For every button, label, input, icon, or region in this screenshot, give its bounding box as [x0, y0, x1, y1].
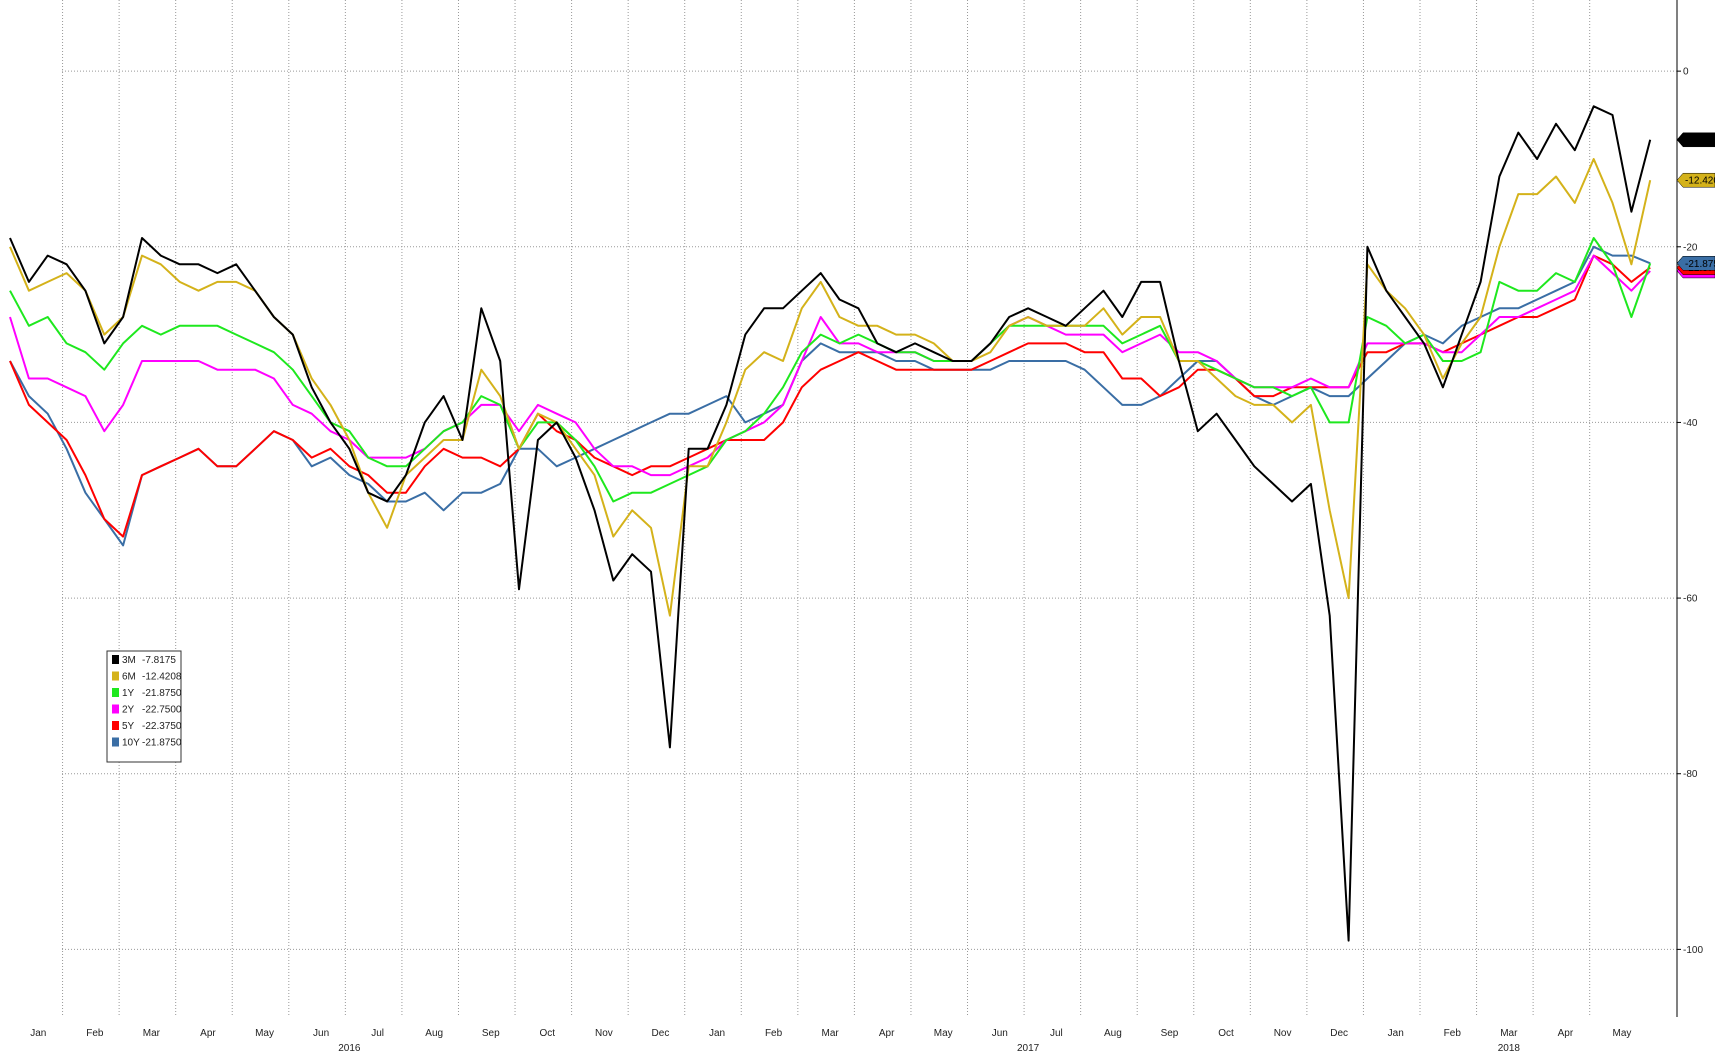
y-tick-label: -60 [1683, 594, 1698, 605]
x-tick-label: Jan [709, 1028, 725, 1039]
legend-value: -21.8750 [142, 738, 182, 749]
x-tick-label: Jul [1050, 1028, 1063, 1039]
series-line [9, 237, 1652, 503]
value-tag: -12.4208 [1676, 172, 1715, 188]
series-line [9, 158, 1652, 617]
value-tag-shape [1676, 132, 1715, 148]
legend-box [106, 650, 182, 763]
legend-value: -7.8175 [142, 655, 176, 666]
y-tick-label: 0 [1683, 67, 1689, 78]
y-tick-label: -20 [1683, 242, 1698, 253]
x-tick-label: Jan [1388, 1028, 1404, 1039]
x-tick-label: Mar [143, 1028, 161, 1039]
x-tick-label: Dec [652, 1028, 670, 1039]
x-tick-label: May [1613, 1028, 1632, 1039]
legend-name: 3M [122, 655, 136, 666]
legend-swatch [112, 655, 119, 664]
y-tick-label: -80 [1683, 769, 1698, 780]
x-tick-label: Nov [595, 1028, 613, 1039]
legend-swatch [112, 688, 119, 697]
legend-name: 10Y [122, 738, 140, 749]
legend-swatch [112, 671, 119, 681]
x-tick-label: Mar [1500, 1028, 1518, 1039]
legend-swatch [112, 737, 119, 747]
series-line [9, 105, 1652, 942]
x-tick-label: Dec [1330, 1028, 1348, 1039]
legend-swatch [112, 704, 119, 714]
x-tick-label: May [934, 1028, 953, 1039]
legend-name: 2Y [122, 705, 135, 716]
x-tick-label: Mar [822, 1028, 840, 1039]
legend-name: 1Y [122, 688, 135, 699]
year-label: 2018 [1498, 1043, 1521, 1054]
legend-value: -22.7500 [142, 705, 182, 716]
year-label: 2016 [338, 1043, 361, 1054]
x-tick-label: Feb [86, 1028, 104, 1039]
x-tick-label: Jul [371, 1028, 384, 1039]
x-tick-label: Apr [1558, 1028, 1574, 1039]
x-tick-label: Nov [1274, 1028, 1292, 1039]
x-tick-label: Oct [1218, 1028, 1234, 1039]
value-tag: -21.8750 [1676, 256, 1715, 271]
y-tick-label: -40 [1683, 418, 1698, 429]
value-tag-label: -21.8750 [1685, 259, 1715, 270]
x-tick-label: Jan [30, 1028, 46, 1039]
x-tick-label: Apr [200, 1028, 216, 1039]
x-tick-label: May [255, 1028, 274, 1039]
x-tick-label: Aug [425, 1028, 443, 1039]
x-tick-label: Jun [992, 1028, 1008, 1039]
value-tag: -7.8175 [1676, 132, 1715, 148]
x-tick-label: Jun [313, 1028, 329, 1039]
value-tag-shape [1676, 256, 1715, 271]
value-tag-label: -12.4208 [1685, 176, 1715, 187]
x-tick-label: Sep [1161, 1028, 1179, 1039]
legend-value: -12.4208 [142, 672, 182, 683]
legend-value: -21.8750 [142, 688, 182, 699]
x-tick-label: Aug [1104, 1028, 1122, 1039]
year-label: 2017 [1017, 1043, 1040, 1054]
series-line [9, 254, 1651, 538]
value-tag-shape [1676, 172, 1715, 188]
x-tick-label: Oct [540, 1028, 556, 1039]
x-tick-label: Feb [1444, 1028, 1462, 1039]
x-tick-label: Feb [765, 1028, 783, 1039]
legend-name: 5Y [122, 721, 135, 732]
x-tick-label: Apr [879, 1028, 895, 1039]
legend-value: -22.3750 [142, 721, 182, 732]
legend-swatch [112, 721, 119, 730]
value-tag-label: -7.8175 [1685, 135, 1715, 146]
y-tick-label: -100 [1683, 945, 1703, 956]
series-line [9, 254, 1651, 477]
legend-name: 6M [122, 672, 136, 683]
x-tick-label: Sep [482, 1028, 500, 1039]
